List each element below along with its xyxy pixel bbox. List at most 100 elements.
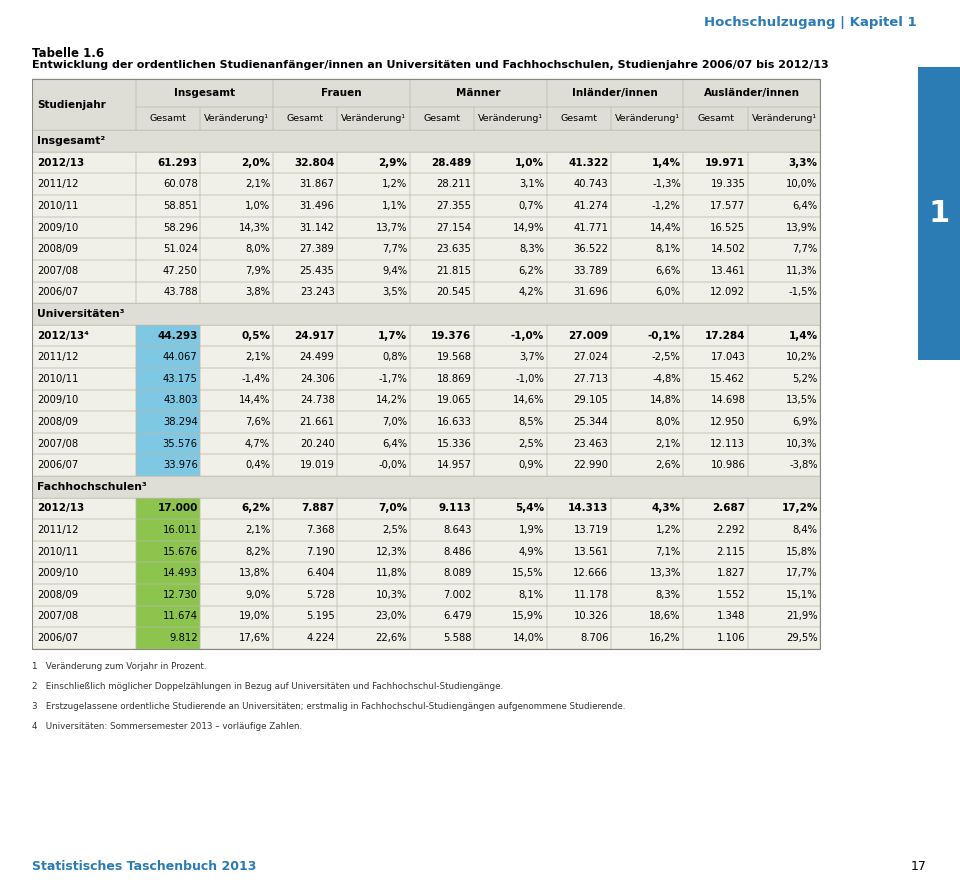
Text: 31.867: 31.867 <box>300 180 335 189</box>
Bar <box>684 433 748 454</box>
Bar <box>337 368 410 389</box>
Bar <box>546 519 612 541</box>
Bar <box>410 584 474 605</box>
Bar <box>546 541 612 563</box>
Text: 8,0%: 8,0% <box>245 244 270 254</box>
Bar <box>410 173 474 195</box>
Text: 15.676: 15.676 <box>162 547 198 557</box>
Text: 43.803: 43.803 <box>163 396 198 405</box>
Bar <box>410 260 474 282</box>
Text: 13,8%: 13,8% <box>239 568 270 578</box>
Bar <box>684 411 748 433</box>
Bar <box>612 260 684 282</box>
Text: 19.019: 19.019 <box>300 461 335 470</box>
Bar <box>32 476 821 498</box>
Bar <box>337 498 410 519</box>
Text: 8.486: 8.486 <box>444 547 471 557</box>
Bar <box>337 605 410 627</box>
Text: 17: 17 <box>910 860 926 873</box>
Bar <box>273 541 337 563</box>
Bar <box>474 454 546 476</box>
Bar <box>474 173 546 195</box>
Bar <box>546 260 612 282</box>
Bar <box>201 563 273 584</box>
Text: 15,5%: 15,5% <box>513 568 544 578</box>
Bar <box>201 519 273 541</box>
Bar <box>273 79 410 107</box>
Bar <box>612 152 684 173</box>
Text: 6.479: 6.479 <box>443 612 471 621</box>
Bar <box>546 152 612 173</box>
Text: 3,3%: 3,3% <box>789 157 818 168</box>
Text: 32.804: 32.804 <box>295 157 335 168</box>
Bar <box>748 627 821 649</box>
Bar <box>474 238 546 260</box>
Bar <box>32 454 136 476</box>
Text: 2012/13⁴: 2012/13⁴ <box>37 331 88 340</box>
Bar <box>612 152 684 173</box>
Bar <box>201 563 273 584</box>
Text: 22,6%: 22,6% <box>375 633 407 643</box>
Bar <box>32 79 821 649</box>
Bar <box>684 324 748 347</box>
Bar <box>32 519 136 541</box>
Bar <box>410 260 474 282</box>
Bar <box>32 454 136 476</box>
Bar <box>546 389 612 411</box>
Bar <box>273 107 337 131</box>
Text: Frauen: Frauen <box>321 88 362 98</box>
Bar <box>612 107 684 131</box>
Bar <box>337 260 410 282</box>
Bar <box>410 605 474 627</box>
Bar <box>474 433 546 454</box>
Text: 17,7%: 17,7% <box>786 568 818 578</box>
Bar <box>201 605 273 627</box>
Text: 17.577: 17.577 <box>710 201 745 211</box>
Bar <box>136 107 201 131</box>
Text: 2,5%: 2,5% <box>518 438 544 449</box>
Bar <box>410 433 474 454</box>
Bar <box>410 79 546 107</box>
Bar <box>474 217 546 238</box>
Text: 2,5%: 2,5% <box>382 525 407 535</box>
Bar <box>546 173 612 195</box>
Text: 2008/09: 2008/09 <box>37 589 78 600</box>
Bar <box>748 541 821 563</box>
Bar <box>136 498 201 519</box>
Bar <box>32 195 136 217</box>
Text: 24.917: 24.917 <box>295 331 335 340</box>
Bar <box>201 347 273 368</box>
Text: 58.851: 58.851 <box>163 201 198 211</box>
Bar <box>273 389 337 411</box>
Bar <box>684 195 748 217</box>
Bar <box>201 217 273 238</box>
Bar <box>612 411 684 433</box>
Bar <box>748 238 821 260</box>
Bar <box>474 627 546 649</box>
Bar <box>612 282 684 303</box>
Bar <box>684 411 748 433</box>
Bar <box>273 368 337 389</box>
Bar <box>612 347 684 368</box>
Bar <box>32 217 136 238</box>
Bar <box>612 627 684 649</box>
Bar <box>337 173 410 195</box>
Text: 12.730: 12.730 <box>163 589 198 600</box>
Bar <box>136 260 201 282</box>
Bar <box>546 627 612 649</box>
Text: 10,2%: 10,2% <box>786 352 818 362</box>
Text: 6,2%: 6,2% <box>241 503 270 513</box>
Bar <box>201 627 273 649</box>
Bar <box>136 173 201 195</box>
Text: 41.771: 41.771 <box>573 222 609 233</box>
Text: 19.568: 19.568 <box>437 352 471 362</box>
Text: 14,9%: 14,9% <box>513 222 544 233</box>
Bar <box>546 152 612 173</box>
Bar <box>273 411 337 433</box>
Bar <box>410 563 474 584</box>
Bar <box>474 519 546 541</box>
Bar <box>684 173 748 195</box>
Bar <box>410 541 474 563</box>
Bar <box>748 173 821 195</box>
Bar <box>410 152 474 173</box>
